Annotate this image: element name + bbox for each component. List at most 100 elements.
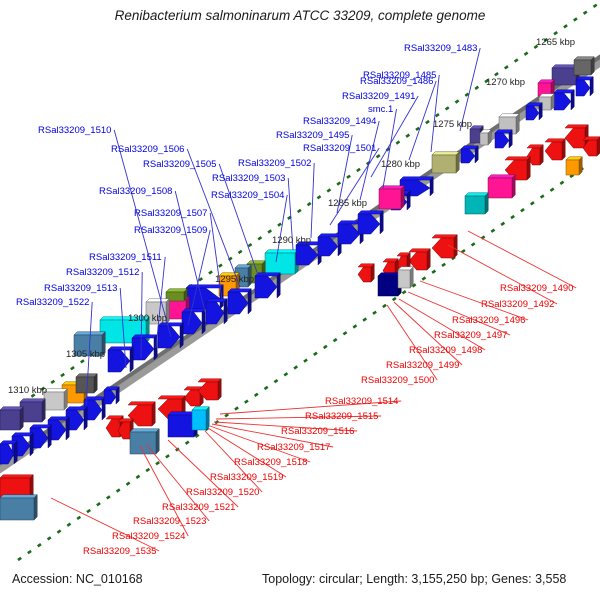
bottomleft-gene-features <box>0 373 222 521</box>
gene-feature <box>357 210 384 235</box>
reverse-gene-label[interactable]: RSal33209_1515 <box>305 411 378 422</box>
guide-dot <box>36 543 42 548</box>
guide-dot <box>490 228 496 233</box>
forward-gene-label[interactable]: RSal33209_1510 <box>38 125 111 136</box>
scale-tick-labels: 1265 kbp 1270 kbp 1275 kbp 1280 kbp 1285 kbp… <box>8 37 575 396</box>
guide-dot <box>454 99 460 104</box>
guide-dot <box>444 106 450 111</box>
leader-line <box>145 443 210 522</box>
gene-feature <box>487 174 516 199</box>
guide-dot <box>322 344 328 350</box>
forward-gene-label[interactable]: RSal33209_1485 <box>363 70 436 81</box>
reverse-gene-label[interactable]: RSal33209_1524 <box>112 531 185 542</box>
guide-dot <box>573 17 578 22</box>
reverse-gene-label[interactable]: RSal33209_1498 <box>409 345 482 356</box>
forward-gene-label[interactable]: RSal33209_1506 <box>111 144 184 155</box>
guide-dot <box>592 3 598 8</box>
gene-feature <box>254 272 281 299</box>
guide-dot <box>470 242 476 247</box>
guide-dot <box>336 181 342 186</box>
reverse-gene-label[interactable]: RSal33209_1517 <box>257 442 330 453</box>
leader-line <box>430 74 440 153</box>
forward-gene-label[interactable]: RSal33209_1512 <box>66 267 139 278</box>
leader-line <box>209 212 223 301</box>
guide-dot <box>464 92 470 97</box>
reverse-gene-label[interactable]: RSal33209_1514 <box>325 396 398 407</box>
reverse-strand-gene-features <box>357 124 600 297</box>
leader-line <box>140 271 143 359</box>
leader-line <box>218 163 259 276</box>
reverse-gene-label[interactable]: RSal33209_1520 <box>186 487 259 498</box>
forward-gene-label[interactable]: smc.1 <box>368 104 393 115</box>
scale-tick-label: 1275 kbp <box>433 119 472 130</box>
guide-dot <box>474 85 480 91</box>
guide-dot <box>510 214 515 220</box>
gene-feature <box>131 334 158 361</box>
gene-feature <box>127 401 156 427</box>
guide-dot <box>194 433 200 438</box>
reverse-gene-label[interactable]: RSal33209_1523 <box>133 516 206 527</box>
forward-leader-lines <box>85 47 481 407</box>
guide-dot <box>342 331 348 336</box>
forward-gene-label[interactable]: RSal33209_1508 <box>99 186 172 197</box>
guide-dot <box>277 222 282 227</box>
forward-gene-label[interactable]: RSal33209_1503 <box>212 173 285 184</box>
reverse-gene-label[interactable]: RSal33209_1497 <box>434 330 507 341</box>
reverse-gene-label[interactable]: RSal33209_1518 <box>234 457 307 468</box>
forward-gene-label[interactable]: RSal33209_1502 <box>238 158 311 169</box>
leader-line <box>382 108 397 189</box>
forward-gene-label[interactable]: RSal33209_1494 <box>303 116 376 127</box>
gene-feature <box>47 416 70 441</box>
forward-gene-label[interactable]: RSal33209_1505 <box>143 159 216 170</box>
leader-line <box>275 194 288 263</box>
gene-feature <box>103 386 120 405</box>
forward-gene-label[interactable]: RSal33209_1483 <box>404 43 477 54</box>
gene-feature <box>431 234 458 259</box>
guide-dot <box>372 310 377 315</box>
guide-dot <box>66 522 72 527</box>
leader-line <box>393 301 463 366</box>
guide-dot <box>539 194 545 199</box>
scale-tick-label: 1265 kbp <box>536 37 575 48</box>
reverse-gene-label[interactable]: RSal33209_1490 <box>500 283 573 294</box>
forward-gene-label[interactable]: RSal33209_1504 <box>211 190 284 201</box>
reverse-gene-label[interactable]: RSal33209_1492 <box>481 299 554 310</box>
guide-dot <box>247 242 253 248</box>
scale-tick-label: 1295 kbp <box>215 274 254 285</box>
scale-tick-label: 1310 kbp <box>8 385 47 396</box>
guide-dot <box>224 413 230 418</box>
reverse-gene-label[interactable]: RSal33209_1499 <box>386 360 459 371</box>
gene-feature <box>525 102 543 121</box>
guide-dot <box>362 317 368 322</box>
guide-dot <box>306 201 312 207</box>
forward-gene-label[interactable]: RSal33209_1491 <box>342 91 415 102</box>
forward-gene-label[interactable]: RSal33209_1501 <box>303 143 376 154</box>
reverse-gene-label[interactable]: RSal33209_1516 <box>281 426 354 437</box>
forward-gene-label[interactable]: RSal33209_1511 <box>89 252 162 263</box>
gene-feature <box>73 331 106 357</box>
leader-line <box>408 80 437 161</box>
forward-gene-label[interactable]: RSal33209_1507 <box>134 208 207 219</box>
reverse-gene-label[interactable]: RSal33209_1500 <box>361 375 434 386</box>
forward-gene-label[interactable]: RSal33209_1522 <box>16 297 89 308</box>
guide-dot <box>234 406 239 411</box>
reverse-leader-lines <box>50 230 577 552</box>
forward-gene-label[interactable]: RSal33209_1513 <box>44 283 117 294</box>
guide-dot <box>559 180 565 186</box>
reverse-gene-label[interactable]: RSal33209_1535 <box>83 546 156 557</box>
reverse-gene-label[interactable]: RSal33209_1496 <box>452 315 525 326</box>
reverse-gene-label[interactable]: RSal33209_1521 <box>162 502 235 513</box>
forward-gene-label[interactable]: RSal33209_1509 <box>134 225 207 236</box>
leader-line <box>336 134 353 214</box>
leader-line <box>419 280 529 321</box>
leader-line <box>139 445 189 537</box>
guide-dot <box>80 359 85 364</box>
forward-gene-label[interactable]: RSal33209_1495 <box>276 130 349 141</box>
gene-feature <box>464 192 489 215</box>
gene-feature <box>107 346 134 373</box>
guide-dot <box>415 126 420 132</box>
forward-gene-label[interactable]: RSal33209_1486 <box>360 76 433 87</box>
leader-line <box>207 427 287 478</box>
scale-tick-label: 1280 kbp <box>381 159 420 170</box>
reverse-gene-label[interactable]: RSal33209_1519 <box>210 472 283 483</box>
